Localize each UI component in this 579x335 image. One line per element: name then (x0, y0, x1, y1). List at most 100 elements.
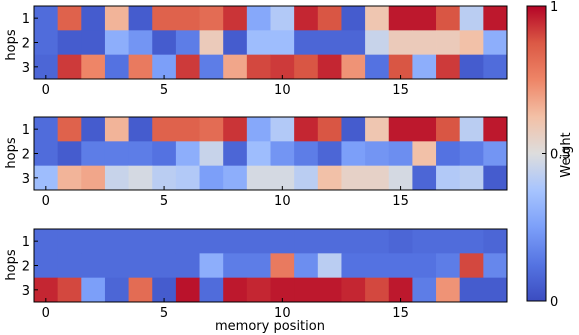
heatmap-cell (104, 141, 129, 167)
heatmap-cell (341, 54, 366, 80)
heatmap-cell (341, 165, 366, 191)
heatmap-cell (152, 253, 177, 279)
heatmap-cell (246, 229, 271, 254)
y-tick-label: 3 (22, 284, 30, 299)
heatmap-cell (459, 54, 484, 80)
heatmap-cell (412, 6, 437, 31)
heatmap-cell (412, 30, 437, 56)
heatmap-cell (459, 6, 484, 31)
heatmap-cell (436, 253, 461, 279)
heatmap-cell (459, 117, 484, 142)
heatmap-cell (81, 253, 106, 279)
heatmap-cell (199, 6, 224, 31)
colorbar-tick-label: 0 (550, 295, 558, 310)
heatmap-cell (365, 141, 390, 167)
y-axis-label-panel-2: hops (4, 137, 19, 168)
y-tick-label: 1 (22, 235, 30, 250)
colorbar-tick-label: 1 (550, 0, 558, 15)
heatmap-cell (57, 165, 82, 191)
heatmap-cell (34, 117, 59, 142)
heatmap-cell (199, 229, 224, 254)
heatmap-cell (270, 253, 295, 279)
heatmap-cell (175, 165, 200, 191)
heatmap-cell (246, 141, 271, 167)
heatmap-cell (341, 141, 366, 167)
heatmap-cell (459, 277, 484, 303)
heatmap-cell (270, 117, 295, 142)
heatmap-cell (483, 253, 508, 279)
heatmap-cell (128, 229, 153, 254)
heatmap-cell (152, 30, 177, 56)
heatmap-cell (57, 253, 82, 279)
heatmap-cell (104, 229, 129, 254)
heatmap-cell (81, 277, 106, 303)
heatmap-cell (81, 54, 106, 80)
heatmap-cell (317, 6, 342, 31)
heatmap-cell (412, 165, 437, 191)
heatmap-cell (128, 117, 153, 142)
x-tick-label: 5 (160, 83, 168, 98)
heatmap-cell (104, 117, 129, 142)
heatmap-cell (294, 117, 319, 142)
heatmap-cell (412, 229, 437, 254)
heatmap-cell (388, 6, 413, 31)
y-tick-label: 3 (22, 172, 30, 187)
heatmap-cell (199, 165, 224, 191)
heatmap-cell (34, 30, 59, 56)
heatmap-cell (104, 277, 129, 303)
heatmap-cell (436, 54, 461, 80)
x-tick-label: 0 (42, 83, 50, 98)
heatmap-cell (365, 30, 390, 56)
heatmap-cell (175, 54, 200, 80)
heatmap-cell (317, 30, 342, 56)
heatmap-cell (483, 54, 508, 80)
heatmap-cell (483, 30, 508, 56)
heatmap-cell (152, 6, 177, 31)
x-axis-label: memory position (215, 319, 325, 334)
heatmap-cell (57, 6, 82, 31)
heatmap-cell (436, 6, 461, 31)
heatmap-cell (223, 253, 248, 279)
heatmap-cell (81, 141, 106, 167)
heatmap-cell (483, 117, 508, 142)
heatmap-cell (175, 229, 200, 254)
heatmap-cell (388, 141, 413, 167)
heatmap-panel-1: 1 2 30 5 10 15 (22, 5, 508, 98)
x-tick-label: 0 (42, 194, 50, 209)
heatmap-cell (459, 141, 484, 167)
heatmap-cell (270, 6, 295, 31)
y-tick-label: 1 (22, 12, 30, 27)
heatmap-cell (341, 6, 366, 31)
heatmap-cell (81, 117, 106, 142)
heatmap-cell (128, 277, 153, 303)
heatmap-cell (436, 117, 461, 142)
heatmap-cell (317, 165, 342, 191)
heatmap-cell (317, 54, 342, 80)
heatmap-cell (483, 6, 508, 31)
heatmap-cell (365, 54, 390, 80)
heatmap-cell (412, 141, 437, 167)
heatmap-cell (81, 229, 106, 254)
heatmap-cell (436, 30, 461, 56)
heatmap-cell (223, 117, 248, 142)
x-tick-label: 10 (274, 306, 291, 321)
heatmap-cell (341, 30, 366, 56)
heatmap-cell (365, 6, 390, 31)
heatmap-cell (436, 229, 461, 254)
heatmap-cell (104, 165, 129, 191)
x-tick-label: 0 (42, 306, 50, 321)
heatmap-cell (175, 253, 200, 279)
heatmap-cell (104, 6, 129, 31)
heatmap-cell (81, 30, 106, 56)
heatmap-cell (199, 54, 224, 80)
heatmap-cell (294, 141, 319, 167)
heatmap-cell (341, 117, 366, 142)
heatmap-cell (128, 6, 153, 31)
heatmap-cell (246, 277, 271, 303)
heatmap-cell (57, 141, 82, 167)
heatmap-cell (412, 54, 437, 80)
heatmap-cell (317, 277, 342, 303)
x-tick-label: 5 (160, 194, 168, 209)
heatmap-cell (270, 141, 295, 167)
